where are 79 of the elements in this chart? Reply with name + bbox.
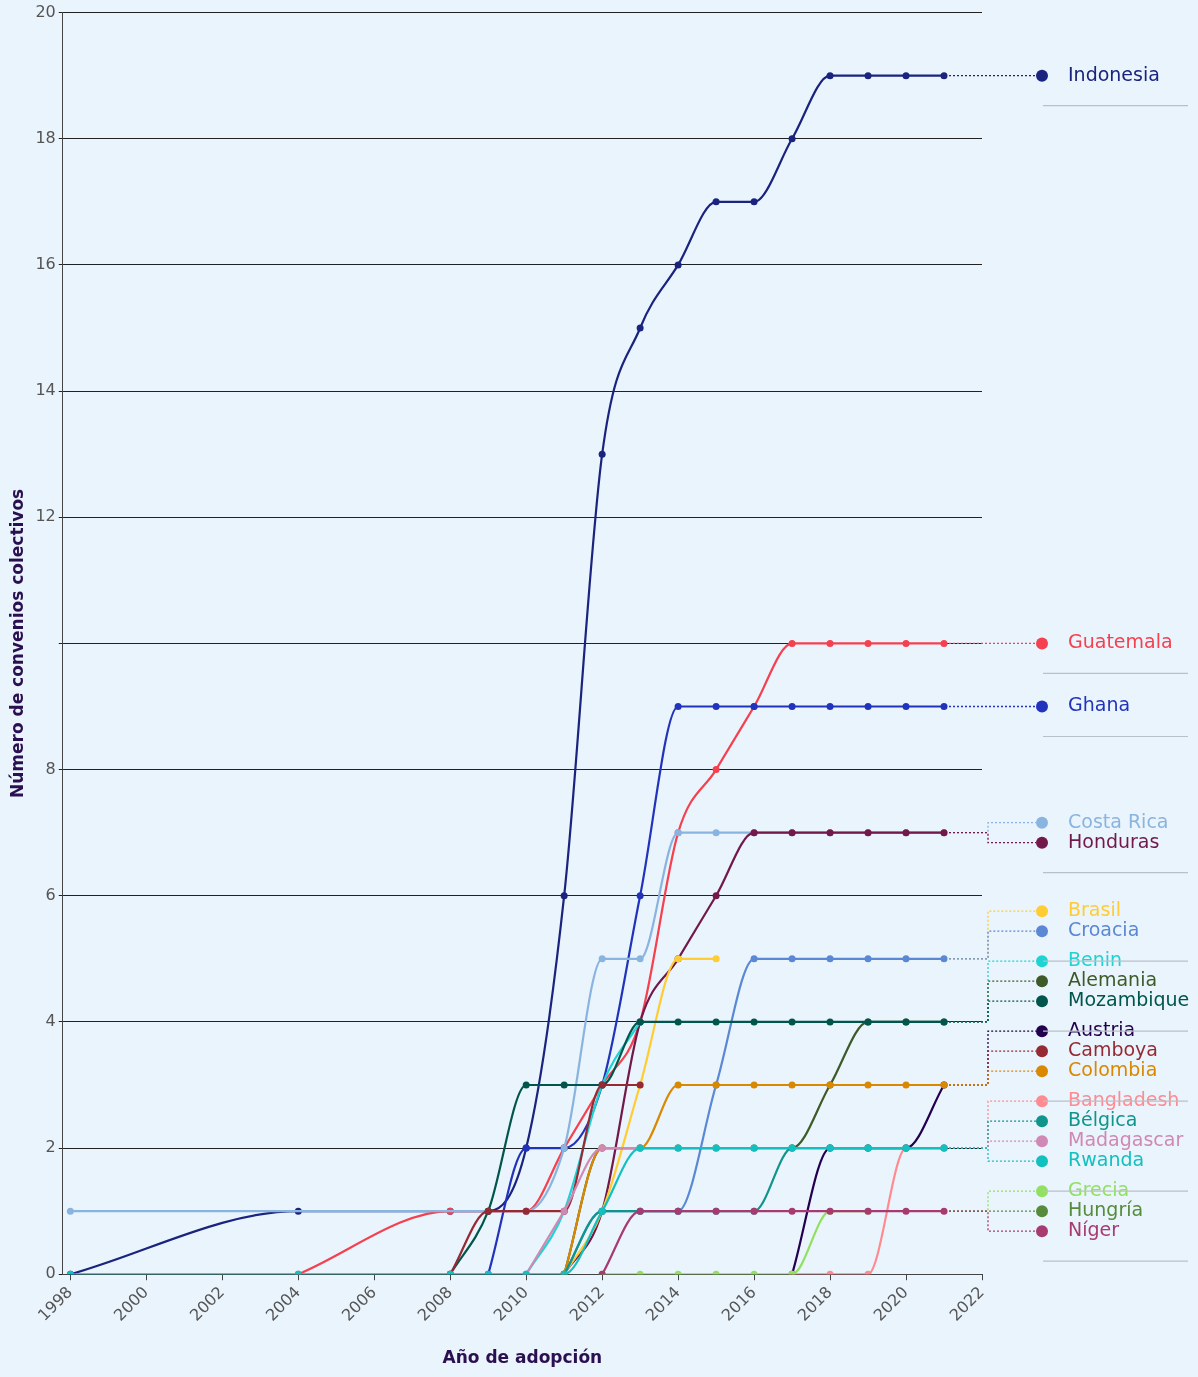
point (902, 955, 910, 963)
y-tick-label: 0 (45, 1263, 56, 1283)
point (750, 1081, 758, 1089)
y-tick-label: 20 (35, 1, 56, 21)
legend-label: Guatemala (1068, 630, 1173, 653)
legend-label: Brasil (1068, 898, 1121, 921)
point (864, 1081, 872, 1089)
point (826, 1018, 834, 1026)
point (750, 955, 758, 963)
point (712, 766, 720, 774)
point (636, 324, 644, 332)
point (788, 703, 796, 710)
point (712, 892, 720, 900)
point (864, 955, 872, 963)
point (750, 1018, 758, 1026)
legend-label: Ghana (1068, 693, 1131, 716)
point (712, 829, 720, 837)
point (902, 1207, 910, 1215)
point (636, 892, 644, 900)
legend-label: Indonesia (1068, 62, 1160, 85)
point (788, 1018, 796, 1026)
y-axis-title: Número de convenios colectivos (6, 488, 27, 799)
legend-label: Bangladesh (1068, 1088, 1180, 1111)
point (712, 955, 720, 963)
point (940, 639, 948, 647)
point (826, 955, 834, 963)
point (712, 198, 720, 206)
point (66, 1207, 74, 1215)
point (788, 135, 796, 143)
y-tick-label: 12 (35, 506, 56, 526)
point (560, 892, 568, 900)
point (712, 703, 720, 710)
y-tick-label: 6 (45, 884, 56, 904)
point (788, 639, 796, 647)
legend-label: Croacia (1068, 918, 1140, 941)
point (788, 955, 796, 963)
legend-label: Honduras (1068, 829, 1160, 852)
point (750, 198, 758, 206)
legend-label: Camboya (1068, 1038, 1158, 1061)
point (902, 1081, 910, 1089)
point (826, 72, 834, 80)
y-tick-label: 18 (35, 127, 56, 147)
point (674, 703, 682, 710)
legend-label: Hungría (1068, 1198, 1144, 1221)
legend-label: Alemania (1068, 968, 1158, 991)
point (788, 1081, 796, 1089)
x-axis-title: Año de adopción (442, 1347, 603, 1368)
point (788, 1207, 796, 1215)
point (712, 1018, 720, 1026)
point (826, 639, 834, 647)
point (674, 1018, 682, 1026)
point (864, 703, 872, 710)
y-tick-label: 16 (35, 254, 56, 274)
point (674, 1081, 682, 1089)
point (864, 72, 872, 80)
point (940, 72, 948, 80)
point (902, 703, 910, 710)
y-tick-label: 2 (45, 1137, 56, 1157)
legend-label: Austria (1068, 1018, 1136, 1041)
legend-label: Costa Rica (1068, 809, 1169, 832)
y-tick-label: 14 (35, 380, 56, 400)
point (636, 955, 644, 963)
legend-label: Mozambique (1068, 988, 1190, 1011)
point (560, 1081, 568, 1089)
legend-label: Benin (1068, 948, 1123, 971)
y-tick-label: 4 (45, 1011, 56, 1031)
point (598, 450, 606, 458)
point (864, 639, 872, 647)
point (522, 1081, 530, 1089)
point (674, 261, 682, 269)
point (940, 1207, 948, 1215)
point (940, 955, 948, 963)
point (598, 955, 606, 963)
point (902, 639, 910, 647)
point (826, 703, 834, 710)
y-tick-label: 8 (45, 758, 56, 778)
legend-label: Grecia (1068, 1178, 1130, 1201)
point (902, 72, 910, 80)
point (940, 703, 948, 710)
